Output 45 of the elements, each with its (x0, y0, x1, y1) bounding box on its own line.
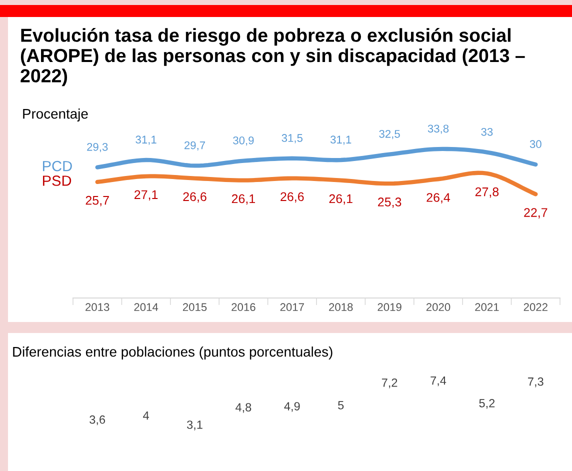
x-tick-label: 2018 (329, 303, 353, 312)
data-label: 26,1 (329, 194, 352, 205)
data-label: 26,6 (280, 192, 304, 203)
data-label: 32,5 (379, 130, 400, 140)
text: 3,1 (186, 420, 202, 430)
data-label: 25,7 (86, 196, 109, 206)
data-label: 33 (481, 128, 493, 136)
text: Diferencias entre poblaciones (puntos porcentuales) (13, 346, 332, 360)
chart-title: Evolución tasa de riesgo de pobreza o exclusión social (AROPE) de las personas con y sin discapacidad (2013 – 2022) (20, 28, 525, 86)
data-label: 26,4 (426, 193, 450, 204)
text: 3,6 (90, 415, 106, 426)
text: 4,9 (284, 402, 300, 412)
series-label: PSD (42, 176, 72, 186)
data-label: 26,1 (232, 194, 256, 205)
x-tick-label: 2017 (280, 303, 304, 312)
data-label: 26,6 (183, 192, 206, 203)
text: 7,4 (430, 376, 446, 386)
data-label: 33,8 (428, 124, 449, 134)
y-axis-title: Procentaje (23, 108, 88, 122)
x-tick-label: 2019 (378, 303, 402, 312)
data-label: 25,3 (378, 198, 402, 208)
x-tick-label: 2020 (426, 303, 450, 312)
text: 5 (338, 401, 344, 410)
data-label: 31,1 (136, 136, 156, 145)
data-label: 27,8 (475, 187, 499, 198)
data-label: 29,3 (87, 143, 108, 152)
text: 7,2 (382, 378, 398, 388)
data-label: 27,1 (134, 190, 158, 201)
text: 4,8 (236, 403, 252, 413)
data-label: 29,7 (184, 141, 206, 151)
data-label: 30 (530, 140, 542, 148)
x-tick-label: 2013 (86, 303, 110, 312)
data-label: 31,1 (330, 136, 352, 145)
text: 7,3 (528, 377, 544, 388)
data-label: 30,9 (233, 136, 254, 146)
series-label: PCD (42, 160, 72, 172)
data-label: 22,7 (524, 208, 548, 218)
x-tick-label: 2015 (182, 303, 207, 312)
text: 5,2 (479, 399, 495, 409)
x-tick-label: 2021 (475, 303, 499, 312)
x-tick-label: 2022 (524, 303, 548, 312)
data-label: 31,5 (282, 134, 302, 144)
x-tick-label: 2014 (134, 303, 158, 312)
x-tick-label: 2016 (232, 303, 256, 312)
text: 4 (143, 411, 149, 420)
